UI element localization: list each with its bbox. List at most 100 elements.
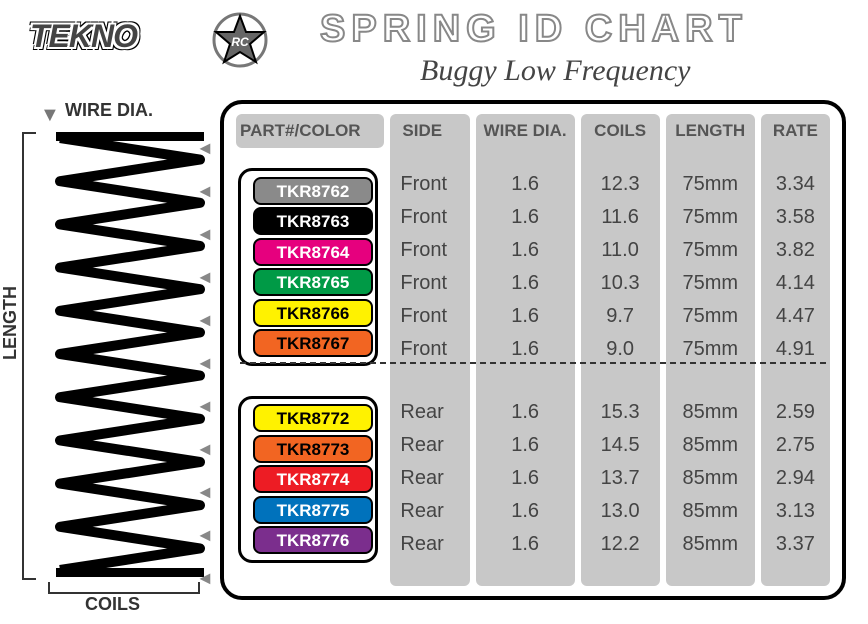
cell-coils: 15.3 bbox=[601, 396, 640, 429]
cell-length: 75mm bbox=[682, 300, 738, 333]
cell-length: 85mm bbox=[682, 429, 738, 462]
cell-rate: 3.37 bbox=[776, 528, 815, 561]
cell-rate: 2.75 bbox=[776, 429, 815, 462]
cell-wire: 1.6 bbox=[511, 462, 539, 495]
spring-diagram: ▼ WIRE DIA. LENGTH COILS bbox=[10, 100, 220, 620]
wire-dia-label: WIRE DIA. bbox=[65, 100, 153, 121]
cell-wire: 1.6 bbox=[511, 168, 539, 201]
coil-arrow-icon: ◄ bbox=[196, 568, 214, 589]
cell-coils: 13.7 bbox=[601, 462, 640, 495]
svg-text:RC: RC bbox=[231, 35, 249, 49]
cell-rate: 2.59 bbox=[776, 396, 815, 429]
part-badge: TKR8767 bbox=[253, 329, 373, 357]
coils-label: COILS bbox=[85, 594, 140, 615]
cell-wire: 1.6 bbox=[511, 201, 539, 234]
badge-group: TKR8772 TKR8773TKR8774 TKR8775TKR8776 bbox=[238, 396, 378, 563]
cell-side: Front bbox=[398, 234, 469, 267]
coil-arrow-icon: ◄ bbox=[196, 353, 214, 374]
part-badge: TKR8776 bbox=[253, 526, 373, 554]
coils-bracket bbox=[48, 582, 200, 594]
coil-arrow-icon: ◄ bbox=[196, 224, 214, 245]
cell-side: Rear bbox=[398, 396, 469, 429]
spring-icon bbox=[50, 130, 210, 580]
cell-wire: 1.6 bbox=[511, 234, 539, 267]
brand-logo: TEKNO bbox=[30, 18, 137, 55]
cell-coils: 11.6 bbox=[601, 201, 638, 234]
cell-length: 75mm bbox=[682, 201, 738, 234]
star-icon: RC bbox=[210, 10, 270, 70]
cell-length: 85mm bbox=[682, 528, 738, 561]
column-header: WIRE DIA. bbox=[476, 114, 575, 148]
cell-coils: 9.7 bbox=[606, 300, 634, 333]
column-side: SIDEFrontFrontFrontFrontFrontFrontRearRe… bbox=[390, 114, 469, 586]
cell-length: 85mm bbox=[682, 495, 738, 528]
coil-arrow-icon: ◄ bbox=[196, 482, 214, 503]
cell-coils: 10.3 bbox=[601, 267, 640, 300]
cell-side: Rear bbox=[398, 462, 469, 495]
cell-coils: 12.3 bbox=[601, 168, 640, 201]
coil-arrow-icon: ◄ bbox=[196, 396, 214, 417]
cell-coils: 13.0 bbox=[601, 495, 640, 528]
cell-rate: 4.47 bbox=[776, 300, 815, 333]
badge-group: TKR8762TKR8763 TKR8764TKR8765 TKR8766TKR87… bbox=[238, 168, 378, 366]
part-badge: TKR8763 bbox=[253, 207, 373, 235]
cell-side: Rear bbox=[398, 528, 469, 561]
cell-length: 85mm bbox=[682, 462, 738, 495]
cell-wire: 1.6 bbox=[511, 267, 539, 300]
length-label: LENGTH bbox=[0, 286, 21, 360]
cell-side: Front bbox=[398, 168, 469, 201]
coil-arrow-icon: ◄ bbox=[196, 439, 214, 460]
column-header: LENGTH bbox=[666, 114, 755, 148]
column-header: PART#/COLOR bbox=[236, 114, 384, 148]
part-badge: TKR8774 bbox=[253, 465, 373, 493]
cell-coils: 11.0 bbox=[601, 234, 638, 267]
column-coils: COILS12.311.611.010.39.79.015.314.513.71… bbox=[581, 114, 660, 586]
page-title: SPRING ID CHART bbox=[320, 8, 748, 51]
part-badge: TKR8764 bbox=[253, 238, 373, 266]
part-badge: TKR8766 bbox=[253, 299, 373, 327]
column-wire: WIRE DIA.1.61.61.61.61.61.61.61.61.61.61… bbox=[476, 114, 575, 586]
coil-arrow-icon: ◄ bbox=[196, 525, 214, 546]
cell-side: Front bbox=[398, 267, 469, 300]
cell-rate: 3.13 bbox=[776, 495, 815, 528]
cell-length: 75mm bbox=[682, 267, 738, 300]
part-badge: TKR8775 bbox=[253, 496, 373, 524]
part-badge: TKR8772 bbox=[253, 404, 373, 432]
column-length: LENGTH75mm75mm75mm75mm75mm75mm85mm85mm85… bbox=[666, 114, 755, 586]
arrow-down-icon: ▼ bbox=[40, 104, 60, 127]
cell-side: Front bbox=[398, 201, 469, 234]
cell-length: 75mm bbox=[682, 168, 738, 201]
group-divider bbox=[240, 362, 826, 364]
part-badge: TKR8765 bbox=[253, 268, 373, 296]
cell-side: Front bbox=[398, 300, 469, 333]
cell-side: Rear bbox=[398, 429, 469, 462]
part-badge: TKR8773 bbox=[253, 435, 373, 463]
cell-rate: 4.14 bbox=[776, 267, 815, 300]
coil-arrow-icon: ◄ bbox=[196, 310, 214, 331]
cell-rate: 3.58 bbox=[776, 201, 815, 234]
column-header: SIDE bbox=[398, 114, 469, 148]
spec-table: PART#/COLORTKR8762TKR8763TKR8764TKR8765T… bbox=[220, 100, 846, 600]
cell-rate: 3.34 bbox=[776, 168, 815, 201]
cell-wire: 1.6 bbox=[511, 429, 539, 462]
cell-side: Rear bbox=[398, 495, 469, 528]
length-bracket bbox=[22, 132, 36, 580]
cell-rate: 3.82 bbox=[776, 234, 815, 267]
part-badge: TKR8762 bbox=[253, 177, 373, 205]
page-subtitle: Buggy Low Frequency bbox=[420, 54, 690, 88]
coil-arrow-icon: ◄ bbox=[196, 267, 214, 288]
column-header: COILS bbox=[581, 114, 660, 148]
cell-coils: 12.2 bbox=[601, 528, 640, 561]
cell-length: 75mm bbox=[682, 234, 738, 267]
cell-wire: 1.6 bbox=[511, 495, 539, 528]
column-header: RATE bbox=[761, 114, 830, 148]
column-rate: RATE3.343.583.824.144.474.912.592.752.94… bbox=[761, 114, 830, 586]
cell-length: 85mm bbox=[682, 396, 738, 429]
column-part: PART#/COLORTKR8762TKR8763TKR8764TKR8765T… bbox=[236, 114, 384, 586]
cell-wire: 1.6 bbox=[511, 300, 539, 333]
coil-arrow-icon: ◄ bbox=[196, 138, 214, 159]
cell-wire: 1.6 bbox=[511, 528, 539, 561]
cell-coils: 14.5 bbox=[601, 429, 640, 462]
cell-rate: 2.94 bbox=[776, 462, 815, 495]
cell-wire: 1.6 bbox=[511, 396, 539, 429]
